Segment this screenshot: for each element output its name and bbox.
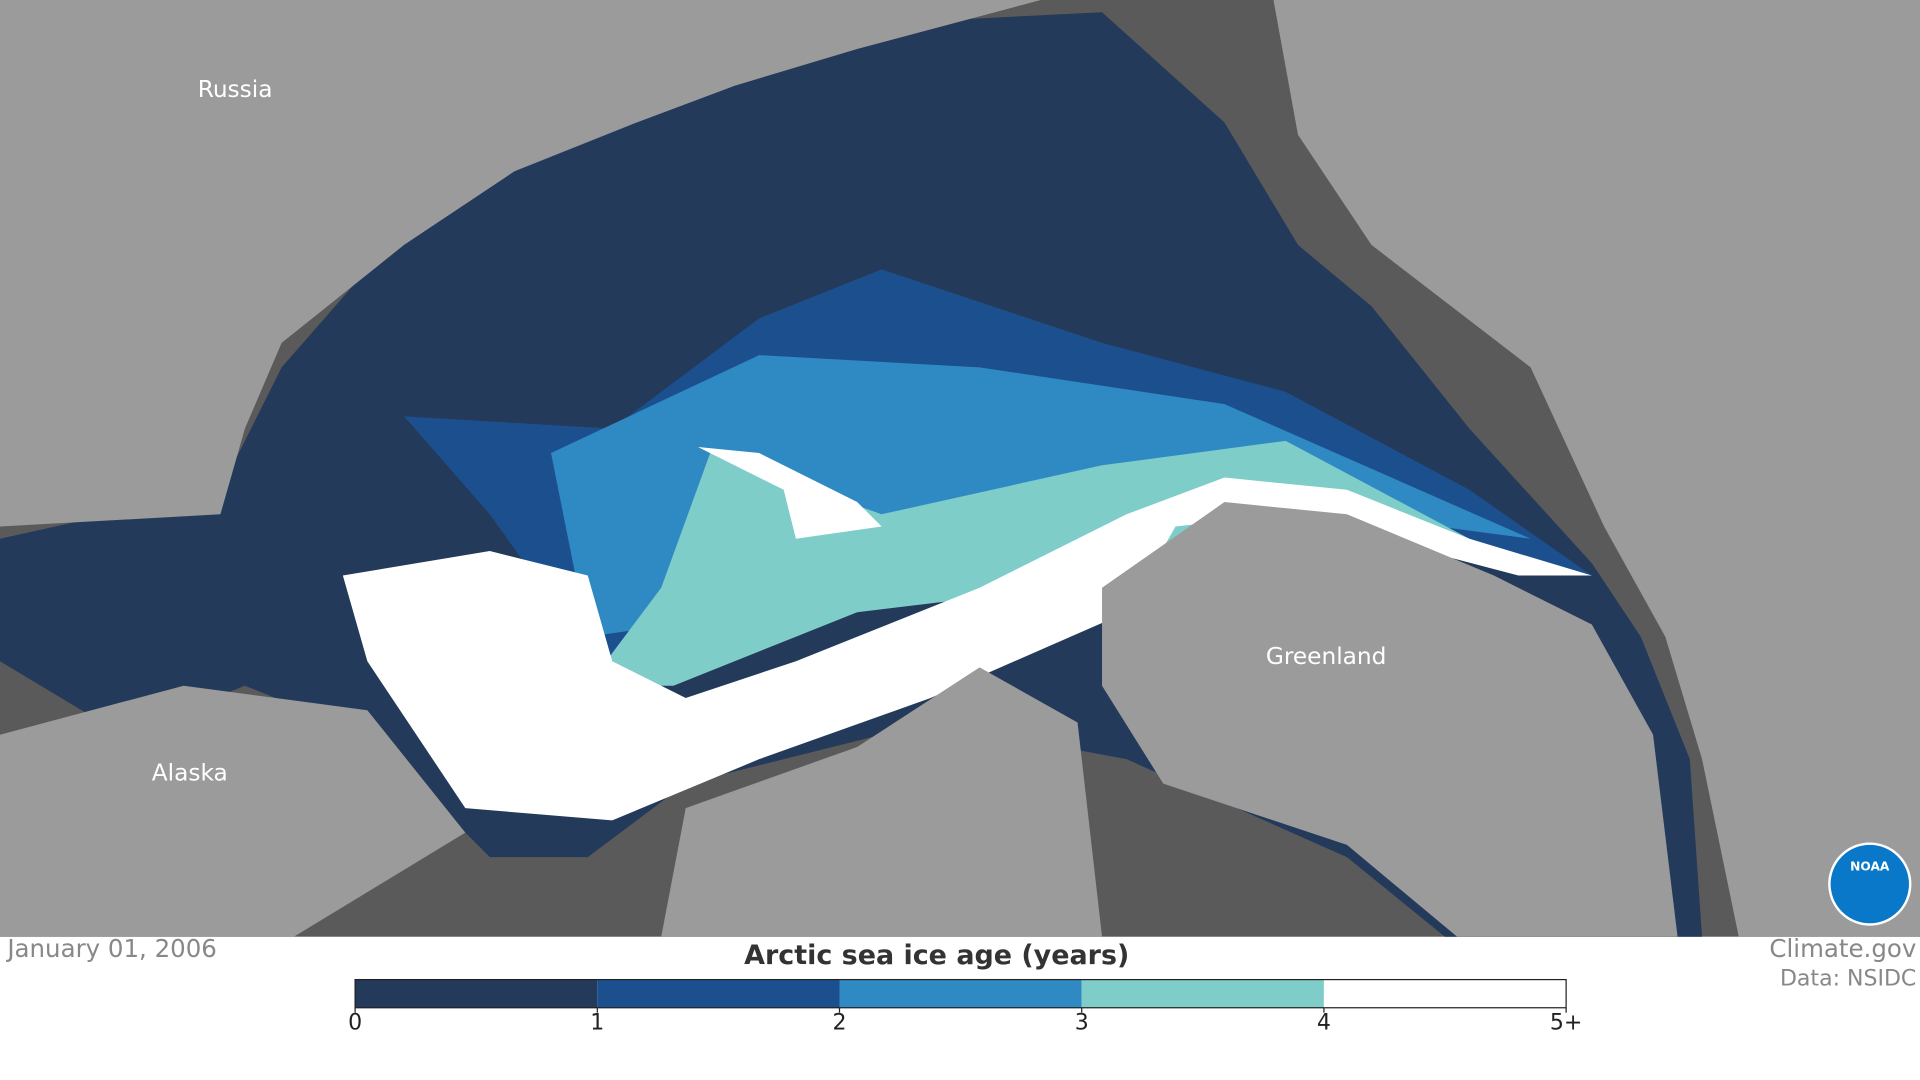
place-label: Russia <box>198 76 273 103</box>
logo <box>1828 842 1912 926</box>
source: Data: NSIDC <box>1780 967 1916 992</box>
tick-label: 4 <box>1317 1011 1331 1036</box>
place-label: Greenland <box>1266 643 1387 670</box>
land-russia <box>0 0 1041 527</box>
colorbar-segment <box>839 979 1082 1008</box>
logo-text: NOAA <box>1850 859 1890 873</box>
land-archipelago <box>661 667 1103 937</box>
colorbar-segment <box>355 979 598 1008</box>
land-alaska <box>0 685 466 937</box>
tick-label: 2 <box>832 1011 846 1036</box>
tick-label: 3 <box>1075 1011 1089 1036</box>
map: Russia Alaska Greenland NOAA <box>0 0 1920 937</box>
colorbar-segment <box>1081 979 1324 1008</box>
date: January 01, 2006 <box>5 934 217 963</box>
ice-old <box>342 446 1592 821</box>
tick-label: 1 <box>590 1011 604 1036</box>
land-greenland <box>1102 502 1678 937</box>
credit: Climate.gov <box>1769 934 1916 963</box>
colorbar-frame <box>354 978 1567 1009</box>
legend-title: Arctic sea ice age (years) <box>744 940 1129 971</box>
colorbar: 0 1 2 3 4 5+ <box>348 978 1582 1036</box>
colorbar-segment <box>597 979 840 1008</box>
land-east <box>1273 0 1920 937</box>
place-label: Alaska <box>152 759 228 786</box>
colorbar-segment <box>1323 979 1567 1008</box>
tick-label: 5+ <box>1550 1011 1582 1036</box>
tick-label: 0 <box>348 1011 362 1036</box>
